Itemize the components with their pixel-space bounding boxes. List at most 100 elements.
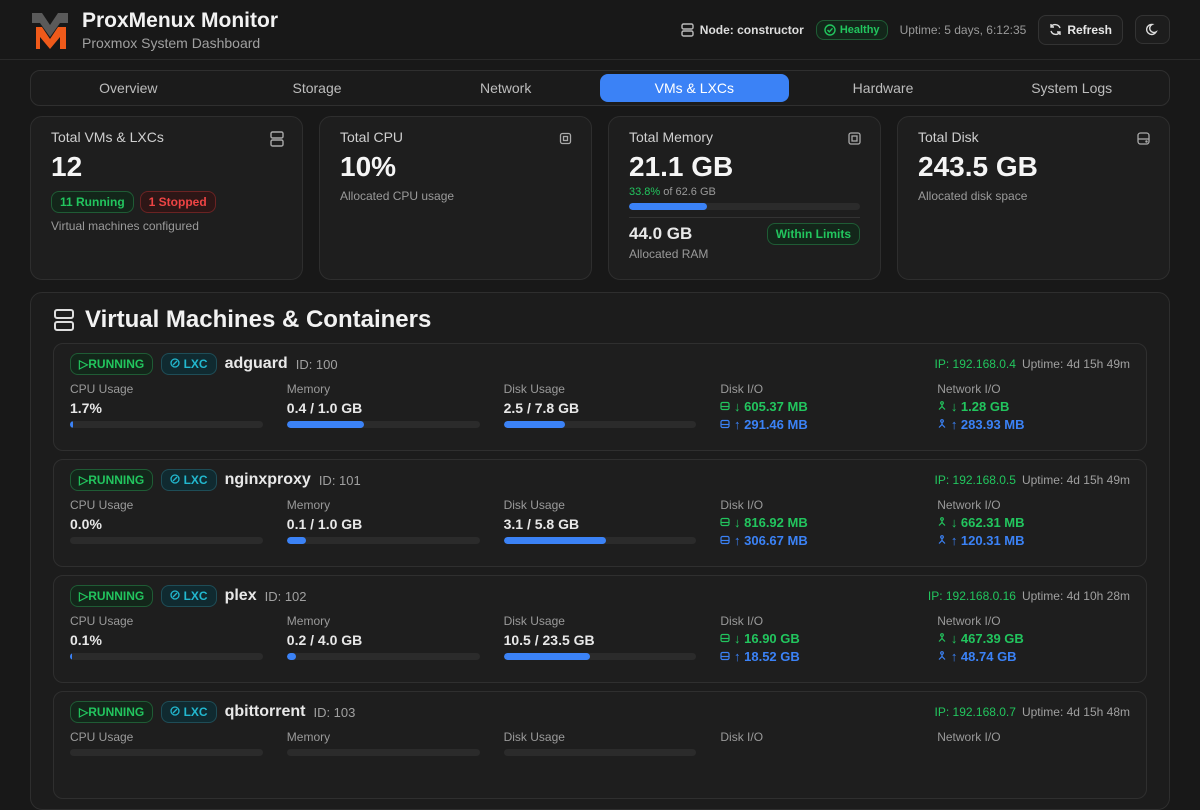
vm-name[interactable]: nginxproxy — [224, 471, 311, 488]
lxc-type-badge: LXC — [161, 585, 217, 607]
tab-system-logs[interactable]: System Logs — [1031, 80, 1113, 96]
type-text: LXC — [183, 473, 208, 487]
server-icon — [681, 22, 694, 37]
disk-label: Disk Usage — [503, 730, 565, 744]
total-memory-card: Total Memory 21.1 GB 33.8% of 62.6 GB 44… — [608, 116, 881, 280]
tab-hardware[interactable]: Hardware — [852, 80, 914, 96]
memory-label: Memory — [286, 614, 331, 628]
running-status-badge: ▷RUNNING — [70, 353, 154, 375]
vm-section: Virtual Machines & Containers ▷RUNNING L… — [30, 292, 1170, 810]
brand: ProxMenux Monitor Proxmox System Dashboa… — [30, 9, 278, 51]
total-cpu-card: Total CPU 10% Allocated CPU usage — [319, 116, 592, 280]
cpu-value: 0.0% — [70, 516, 102, 532]
network-icon — [938, 535, 946, 544]
vm-card-nginxproxy[interactable]: ▷RUNNING LXC nginxproxy ID: 101 IP: 192.… — [53, 459, 1147, 567]
vm-name[interactable]: qbittorrent — [224, 703, 306, 720]
check-circle-icon — [824, 23, 836, 36]
net-in-value: ↓ 662.31 MB — [950, 515, 1025, 530]
disk-io-label: Disk I/O — [720, 614, 764, 628]
vm-uptime: Uptime: 4d 15h 49m — [1021, 357, 1130, 371]
disk-read: ↓ 605.37 MB — [720, 399, 913, 414]
status-text: RUNNING — [88, 357, 145, 371]
memory-progress-fill — [629, 203, 708, 210]
type-text: LXC — [183, 357, 208, 371]
memory-fill — [286, 653, 297, 660]
container-icon — [170, 590, 180, 600]
memory-value: 0.1 / 1.0 GB — [286, 516, 363, 532]
total-memory-value: 21.1 GB — [629, 151, 734, 182]
cpu-icon — [559, 132, 572, 145]
memory-label: Memory — [286, 498, 331, 512]
running-status-badge: ▷RUNNING — [70, 701, 154, 723]
node-name: Node: constructor — [699, 22, 804, 37]
network-io-label: Network I/O — [937, 498, 1001, 512]
section-title-text: Virtual Machines & Containers — [85, 306, 432, 333]
net-in: ↓ 662.31 MB — [937, 515, 1130, 530]
net-out-value: ↑ 120.31 MB — [950, 533, 1025, 548]
lxc-type-badge: LXC — [161, 353, 217, 375]
disk-value: 10.5 / 23.5 GB — [503, 632, 595, 648]
tab-network[interactable]: Network — [480, 80, 532, 96]
disk-write: ↑ 18.52 GB — [720, 649, 913, 664]
disk-bar — [503, 749, 697, 756]
total-disk-value: 243.5 GB — [918, 151, 1038, 182]
vm-id: ID: 100 — [295, 356, 338, 372]
theme-toggle-button[interactable] — [1135, 15, 1170, 44]
hard-drive-icon — [720, 535, 730, 545]
hard-drive-icon — [1137, 132, 1150, 145]
proxmenux-logo — [32, 12, 68, 49]
disk-bar — [503, 537, 697, 544]
cpu-bar — [70, 421, 263, 428]
disk-fill — [503, 653, 591, 660]
network-icon — [938, 401, 946, 410]
vm-card-qbittorrent[interactable]: ▷RUNNING LXC qbittorrent ID: 103 IP: 192… — [53, 691, 1147, 799]
type-text: LXC — [183, 705, 208, 719]
allocated-ram-value: 44.0 GB — [629, 224, 693, 243]
network-io-label: Network I/O — [937, 382, 1001, 396]
cpu-label: CPU Usage — [70, 730, 134, 744]
cpu-label: CPU Usage — [70, 498, 134, 512]
health-status: Healthy — [839, 23, 880, 36]
memory-bar — [286, 537, 480, 544]
server-icon — [270, 131, 284, 147]
cpu-value: 1.7% — [70, 400, 102, 416]
disk-write-value: ↑ 18.52 GB — [734, 649, 800, 664]
disk-fill — [503, 537, 606, 544]
status-text: RUNNING — [88, 589, 145, 603]
network-icon — [938, 651, 946, 660]
vm-list: ▷RUNNING LXC adguard ID: 100 IP: 192.168… — [53, 343, 1147, 799]
tab-overview[interactable]: Overview — [99, 80, 158, 96]
vm-ip: IP: 192.168.0.7 — [934, 705, 1016, 719]
running-status-badge: ▷RUNNING — [70, 585, 154, 607]
vm-card-adguard[interactable]: ▷RUNNING LXC adguard ID: 100 IP: 192.168… — [53, 343, 1147, 451]
refresh-button[interactable]: Refresh — [1038, 14, 1123, 45]
system-uptime: Uptime: 5 days, 6:12:35 — [899, 22, 1027, 37]
net-out-value: ↑ 283.93 MB — [950, 417, 1025, 432]
cpu-label: CPU Usage — [70, 614, 134, 628]
vm-section-title: Virtual Machines & Containers — [53, 305, 1147, 335]
card-label: Total VMs & LXCs — [51, 129, 164, 145]
app-title: ProxMenux Monitor — [82, 8, 279, 32]
disk-read: ↓ 16.90 GB — [720, 631, 913, 646]
type-text: LXC — [183, 589, 208, 603]
net-out: ↑ 48.74 GB — [937, 649, 1130, 664]
tab-storage[interactable]: Storage — [292, 80, 342, 96]
disk-write-value: ↑ 291.46 MB — [734, 417, 808, 432]
vm-id: ID: 103 — [313, 704, 356, 720]
header-status: Node: constructor Healthy Uptime: 5 days… — [681, 14, 1170, 45]
tab-vms-lxcs[interactable]: VMs & LXCs — [600, 74, 789, 102]
stopped-badge: 1 Stopped — [139, 191, 216, 213]
vm-name[interactable]: plex — [224, 587, 257, 604]
refresh-label: Refresh — [1067, 22, 1112, 37]
vm-name[interactable]: adguard — [224, 355, 288, 372]
cpu-label: CPU Usage — [70, 382, 134, 396]
card-description: Virtual machines configured — [51, 219, 199, 233]
disk-write-value: ↑ 306.67 MB — [734, 533, 808, 548]
network-io-label: Network I/O — [937, 730, 1001, 744]
card-description: Allocated RAM — [629, 247, 709, 261]
disk-bar — [503, 421, 697, 428]
running-badge: 11 Running — [51, 191, 134, 213]
hard-drive-icon — [720, 633, 730, 643]
vm-card-plex[interactable]: ▷RUNNING LXC plex ID: 102 IP: 192.168.0.… — [53, 575, 1147, 683]
memory-fill — [286, 421, 364, 428]
